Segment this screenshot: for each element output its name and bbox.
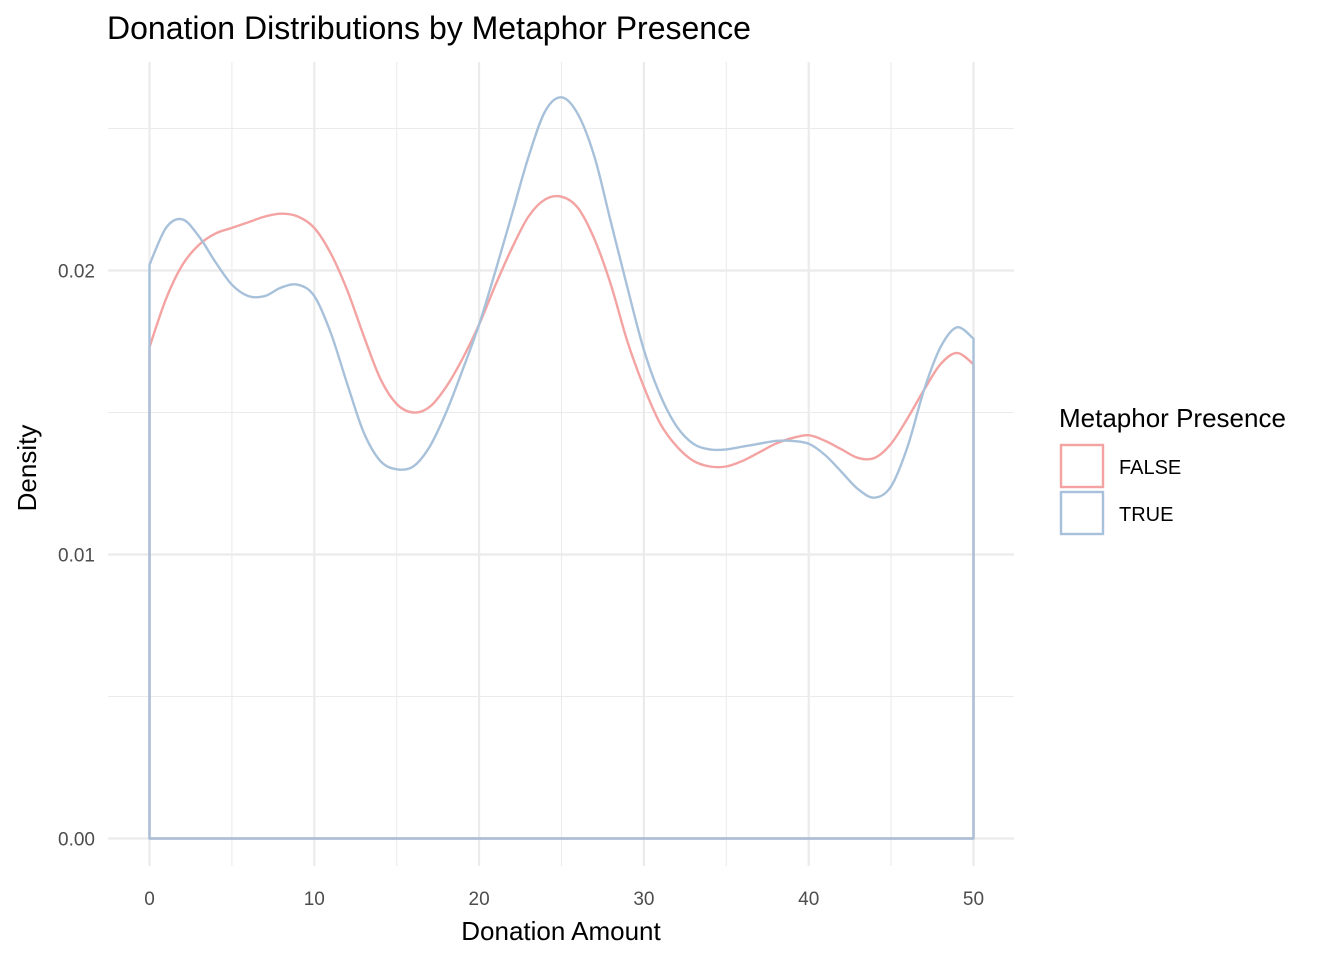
chart-title: Donation Distributions by Metaphor Prese… <box>107 10 751 46</box>
legend-key-true <box>1059 490 1105 536</box>
density-line-true <box>148 96 975 840</box>
x-tick-label: 0 <box>144 889 155 910</box>
legend-items: FALSE TRUE <box>1059 443 1181 536</box>
x-tick-label: 40 <box>798 889 819 910</box>
y-tick-label: 0.01 <box>58 546 95 567</box>
x-tick-label: 30 <box>633 889 654 910</box>
density-line-false <box>148 194 975 840</box>
plot-series <box>148 96 975 840</box>
grid <box>108 62 1014 866</box>
x-tick-label: 50 <box>963 889 984 910</box>
legend-key-false <box>1059 443 1105 489</box>
legend-label-false: FALSE <box>1119 457 1181 479</box>
y-axis-title: Density <box>12 425 42 512</box>
y-tick-label: 0.00 <box>58 830 95 851</box>
x-tick-label: 20 <box>469 889 490 910</box>
legend-title: Metaphor Presence <box>1059 403 1286 433</box>
x-axis-title: Donation Amount <box>461 916 661 946</box>
axes: 0 10 20 30 40 50 0.00 0.01 0.02 <box>58 262 984 911</box>
legend: Metaphor Presence FALSE TRUE <box>1059 403 1286 536</box>
legend-label-true: TRUE <box>1119 504 1173 526</box>
y-tick-label: 0.02 <box>58 262 95 283</box>
x-tick-label: 10 <box>304 889 325 910</box>
